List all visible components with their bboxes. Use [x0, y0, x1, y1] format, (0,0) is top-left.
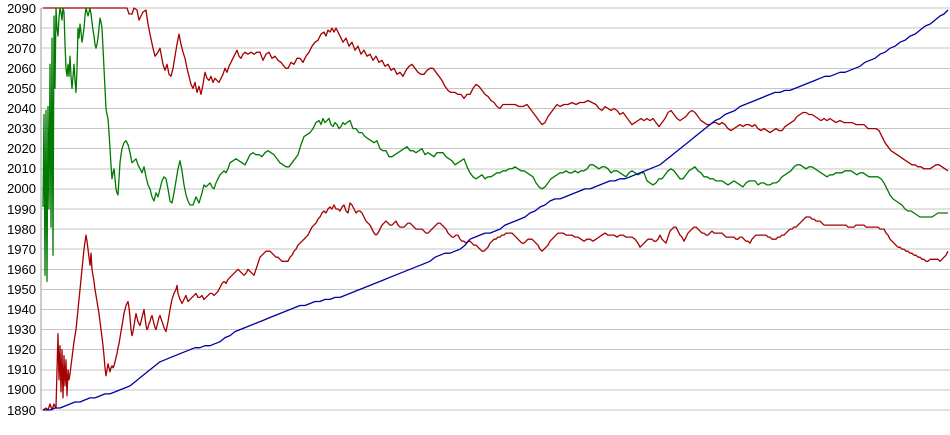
y-tick-label: 1910: [7, 362, 36, 378]
y-tick-label: 1960: [7, 261, 36, 277]
series-upper-red-line: [43, 7, 949, 172]
y-tick-label: 1980: [7, 221, 36, 237]
y-tick-label: 1930: [7, 322, 36, 338]
y-tick-label: 2020: [7, 141, 36, 157]
y-tick-label: 2040: [7, 101, 36, 116]
y-tick-label: 2070: [7, 40, 36, 56]
y-tick-label: 1900: [7, 382, 36, 398]
y-tick-label: 1990: [7, 201, 36, 217]
y-tick-label: 1890: [7, 402, 36, 418]
y-tick-label: 2010: [7, 161, 36, 177]
y-tick-label: 1970: [7, 241, 36, 257]
y-tick-label: 1940: [7, 302, 36, 317]
y-tick-label: 2080: [7, 20, 36, 36]
y-tick-label: 1950: [7, 281, 36, 297]
y-tick-label: 1920: [7, 342, 36, 358]
series-lower-red-line: [42, 202, 949, 411]
y-tick-label: 2060: [7, 60, 36, 76]
series-blue-line: [43, 9, 949, 411]
series-green-line: [42, 7, 948, 283]
y-tick-label: 2090: [7, 0, 36, 16]
y-tick-label: 2000: [7, 181, 36, 197]
y-tick-label: 2050: [7, 80, 36, 96]
y-tick-label: 2030: [7, 121, 36, 137]
